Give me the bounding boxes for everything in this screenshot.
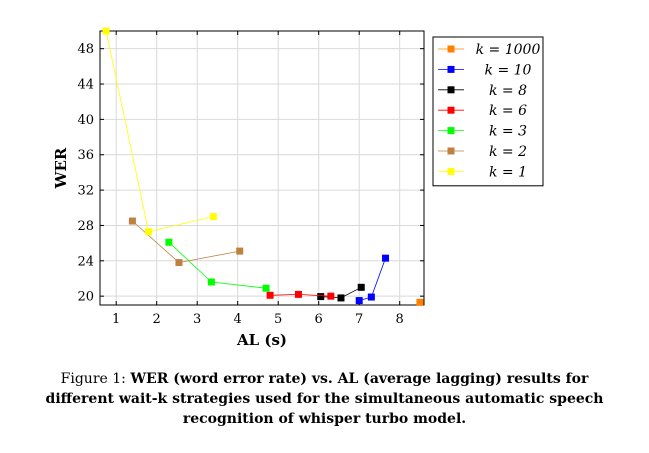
- data-point: [209, 213, 217, 221]
- legend-item: k = 1000: [438, 42, 540, 58]
- data-point: [416, 298, 424, 306]
- data-point: [165, 238, 173, 246]
- data-point: [317, 293, 325, 301]
- series-line: [132, 220, 240, 264]
- data-point: [266, 291, 274, 299]
- legend-label: k = 1: [489, 164, 527, 180]
- data-point: [294, 290, 302, 298]
- legend-marker: [447, 45, 455, 53]
- y-tick-label: 44: [77, 78, 94, 93]
- series-line: [168, 241, 267, 289]
- legend: k = 1000 k = 10 k = 8 k = 6 k = 3 k = 2 k = 1: [432, 36, 544, 187]
- series-group: [102, 27, 217, 236]
- data-point: [355, 297, 363, 305]
- data-point: [337, 294, 345, 302]
- legend-label: k = 6: [489, 103, 527, 119]
- x-tick-label: 2: [153, 312, 161, 327]
- legend-marker: [447, 65, 455, 73]
- y-tick-label: 28: [77, 219, 94, 234]
- data-point: [382, 254, 390, 262]
- legend-item: k = 8: [438, 83, 527, 99]
- plot-area-frame: [99, 30, 425, 306]
- legend-label: k = 2: [489, 144, 527, 160]
- legend-item: k = 10: [438, 62, 532, 78]
- figure-caption: Figure 1: WER (word error rate) vs. AL (…: [30, 369, 619, 429]
- data-point: [367, 293, 375, 301]
- chart: 1 2 3 4 5 6 7 8 20 24 28 32 36 40 44 48 AL (s) WER k = …: [52, 27, 544, 349]
- x-tick-label: 8: [396, 312, 404, 327]
- x-tick-label: 5: [274, 312, 282, 327]
- legend-label: k = 3: [489, 124, 527, 140]
- data-point: [207, 278, 215, 286]
- data-series: [102, 27, 424, 306]
- legend-marker: [447, 167, 455, 175]
- axis-ticks: 1 2 3 4 5 6 7 8 20 24 28 32 36 40 44 48: [77, 31, 424, 327]
- x-axis-label: AL (s): [236, 331, 287, 349]
- y-tick-label: 24: [77, 254, 94, 269]
- series-group: [266, 290, 335, 300]
- data-point: [262, 284, 270, 292]
- series-group: [165, 238, 270, 292]
- legend-item: k = 2: [438, 144, 527, 160]
- legend-marker: [447, 147, 455, 155]
- legend-item: k = 3: [438, 124, 527, 140]
- legend-item: k = 6: [438, 103, 527, 119]
- y-tick-label: 36: [77, 148, 94, 163]
- legend-label: k = 1000: [476, 42, 541, 58]
- y-tick-label: 32: [77, 184, 94, 199]
- data-point: [145, 228, 153, 236]
- y-tick-label: 40: [77, 113, 94, 128]
- x-tick-label: 7: [355, 312, 363, 327]
- caption-text: WER (word error rate) vs. AL (average la…: [45, 371, 604, 427]
- data-point: [357, 283, 365, 291]
- data-point: [236, 247, 244, 255]
- y-tick-label: 48: [77, 42, 94, 57]
- y-axis-label: WER: [52, 147, 70, 189]
- x-tick-label: 6: [315, 312, 323, 327]
- legend-label: k = 8: [489, 83, 527, 99]
- grid-lines: [100, 31, 424, 305]
- data-point: [128, 217, 136, 225]
- legend-marker: [447, 106, 455, 114]
- x-tick-label: 3: [193, 312, 201, 327]
- data-point: [327, 292, 335, 300]
- legend-marker: [447, 86, 455, 94]
- x-tick-label: 4: [234, 312, 242, 327]
- legend-label: k = 10: [485, 62, 532, 78]
- data-point: [102, 27, 110, 35]
- series-group: [355, 254, 390, 305]
- caption-prefix: Figure 1:: [60, 371, 131, 387]
- series-group: [416, 298, 424, 306]
- legend-marker: [447, 127, 455, 135]
- legend-item: k = 1: [438, 164, 527, 180]
- data-point: [175, 259, 183, 267]
- y-tick-label: 20: [77, 290, 94, 305]
- x-tick-label: 1: [112, 312, 120, 327]
